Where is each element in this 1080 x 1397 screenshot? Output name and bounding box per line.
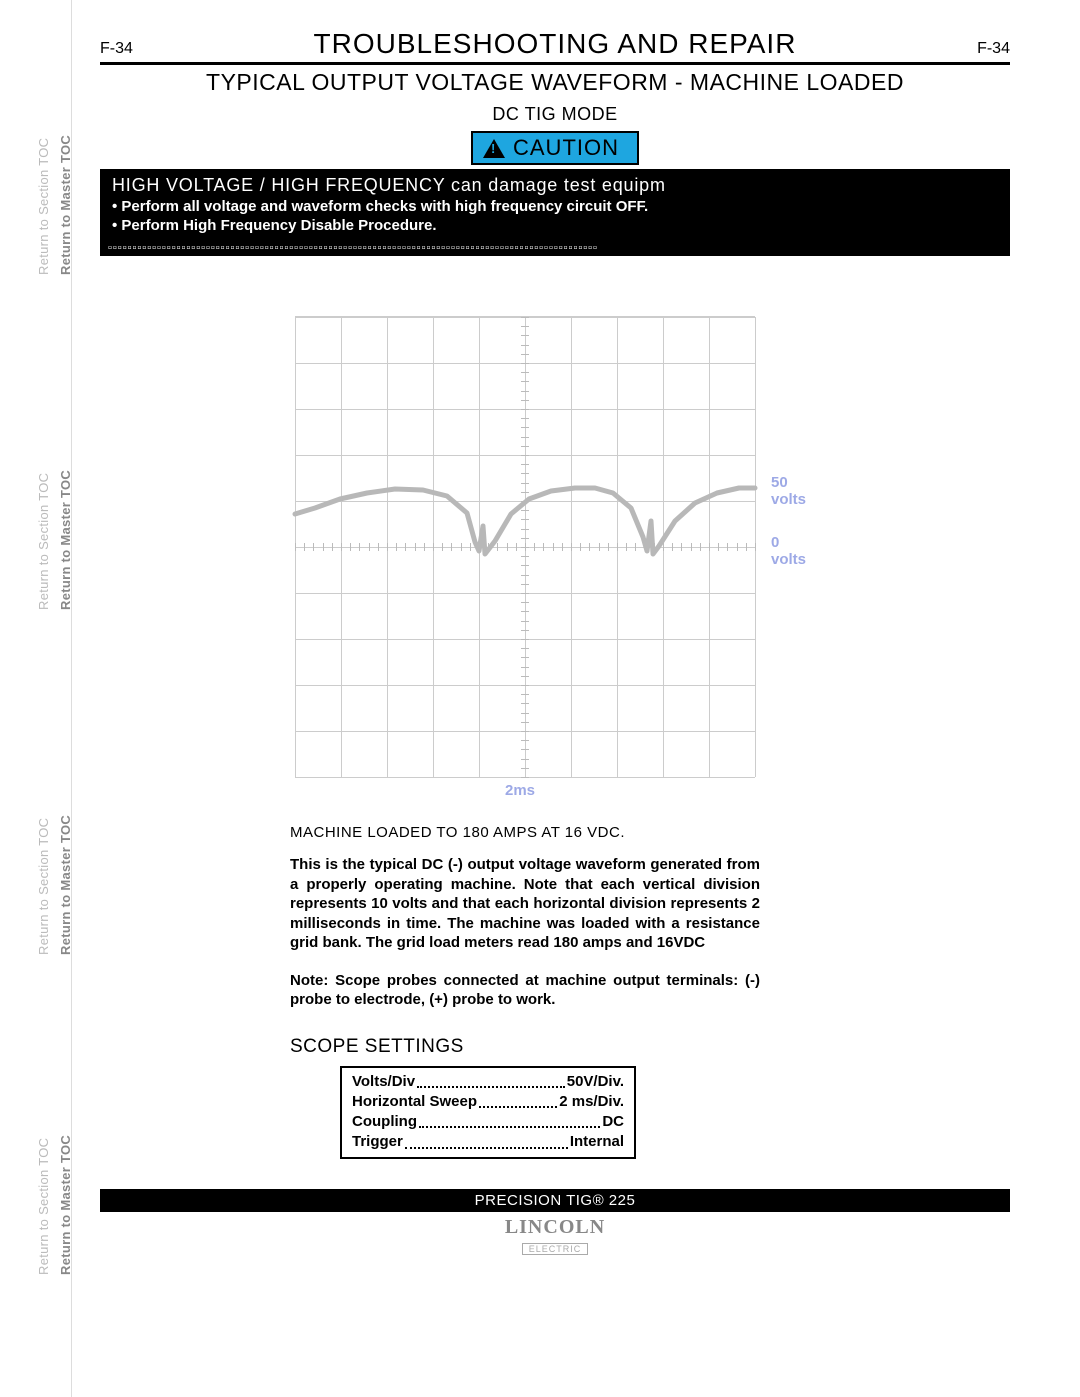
page-code-left: F-34: [100, 40, 133, 58]
scope-settings-box: Volts/Div 50V/Div. Horizontal Sweep 2 ms/Di…: [340, 1066, 636, 1159]
brand-name: LINCOLN: [100, 1216, 1010, 1239]
mode-label: DC TIG MODE: [100, 104, 1010, 125]
setting-label: Volts/Div: [352, 1072, 415, 1092]
high-voltage-warning: HIGH VOLTAGE / HIGH FREQUENCY can damage…: [112, 175, 998, 196]
load-caption: MACHINE LOADED TO 180 AMPS AT 16 VDC.: [290, 824, 760, 841]
caution-label: CAUTION: [513, 135, 619, 161]
setting-row: Horizontal Sweep 2 ms/Div.: [352, 1092, 624, 1112]
oscilloscope-chart: 50 volts 0 volts 2ms: [295, 316, 815, 806]
setting-value: 2 ms/Div.: [559, 1092, 624, 1112]
sidebar-section-toc-link[interactable]: Return to Section TOC: [36, 473, 51, 610]
warning-icon: [483, 139, 505, 158]
sidebar-section-toc-link[interactable]: Return to Section TOC: [36, 818, 51, 955]
sidebar: Return to Section TOC Return to Master T…: [0, 0, 72, 1397]
caution-bullet-2: • Perform High Frequency Disable Procedu…: [112, 217, 998, 234]
waveform-trace: [295, 316, 755, 776]
note-text: Note: Scope probes connected at machine …: [290, 971, 760, 1010]
scope-label-50v: 50 volts: [771, 474, 815, 508]
sidebar-section-toc-link[interactable]: Return to Section TOC: [36, 138, 51, 275]
setting-dots: [419, 1112, 600, 1128]
setting-value: 50V/Div.: [567, 1072, 624, 1092]
footer-model-bar: PRECISION TIG® 225: [100, 1189, 1010, 1212]
sidebar-master-toc-link[interactable]: Return to Master TOC: [58, 470, 73, 610]
page-content: F-34 TROUBLESHOOTING AND REPAIR F-34 TYP…: [100, 28, 1010, 1257]
setting-value: DC: [602, 1112, 624, 1132]
decorative-dots: ▫▫▫▫▫▫▫▫▫▫▫▫▫▫▫▫▫▫▫▫▫▫▫▫▫▫▫▫▫▫▫▫▫▫▫▫▫▫▫▫…: [108, 242, 1080, 254]
page-subtitle: TYPICAL OUTPUT VOLTAGE WAVEFORM - MACHIN…: [100, 69, 1010, 96]
setting-label: Coupling: [352, 1112, 417, 1132]
setting-row: Volts/Div 50V/Div.: [352, 1072, 624, 1092]
setting-dots: [417, 1072, 565, 1088]
sidebar-master-toc-link[interactable]: Return to Master TOC: [58, 815, 73, 955]
page-title: TROUBLESHOOTING AND REPAIR: [314, 28, 797, 60]
page-code-right: F-34: [977, 40, 1010, 58]
setting-label: Horizontal Sweep: [352, 1092, 477, 1112]
scope-label-2ms: 2ms: [505, 782, 535, 799]
setting-row: Coupling DC: [352, 1112, 624, 1132]
setting-value: Internal: [570, 1132, 624, 1152]
setting-dots: [405, 1132, 568, 1148]
body-text: MACHINE LOADED TO 180 AMPS AT 16 VDC. Th…: [290, 824, 760, 1010]
scope-settings-title: SCOPE SETTINGS: [290, 1036, 1010, 1058]
sidebar-master-toc-link[interactable]: Return to Master TOC: [58, 135, 73, 275]
sidebar-master-toc-link[interactable]: Return to Master TOC: [58, 1135, 73, 1275]
description-text: This is the typical DC (-) output voltag…: [290, 855, 760, 953]
caution-box: CAUTION: [471, 131, 639, 165]
setting-label: Trigger: [352, 1132, 403, 1152]
scope-label-0v: 0 volts: [771, 534, 815, 568]
setting-row: Trigger Internal: [352, 1132, 624, 1152]
brand-block: LINCOLN ELECTRIC: [100, 1216, 1010, 1257]
brand-sub: ELECTRIC: [522, 1243, 589, 1255]
sidebar-section-toc-link[interactable]: Return to Section TOC: [36, 1138, 51, 1275]
page-header: F-34 TROUBLESHOOTING AND REPAIR F-34: [100, 28, 1010, 65]
caution-bullet-1: • Perform all voltage and waveform check…: [112, 198, 998, 215]
caution-details-box: HIGH VOLTAGE / HIGH FREQUENCY can damage…: [100, 169, 1010, 256]
setting-dots: [479, 1092, 557, 1108]
